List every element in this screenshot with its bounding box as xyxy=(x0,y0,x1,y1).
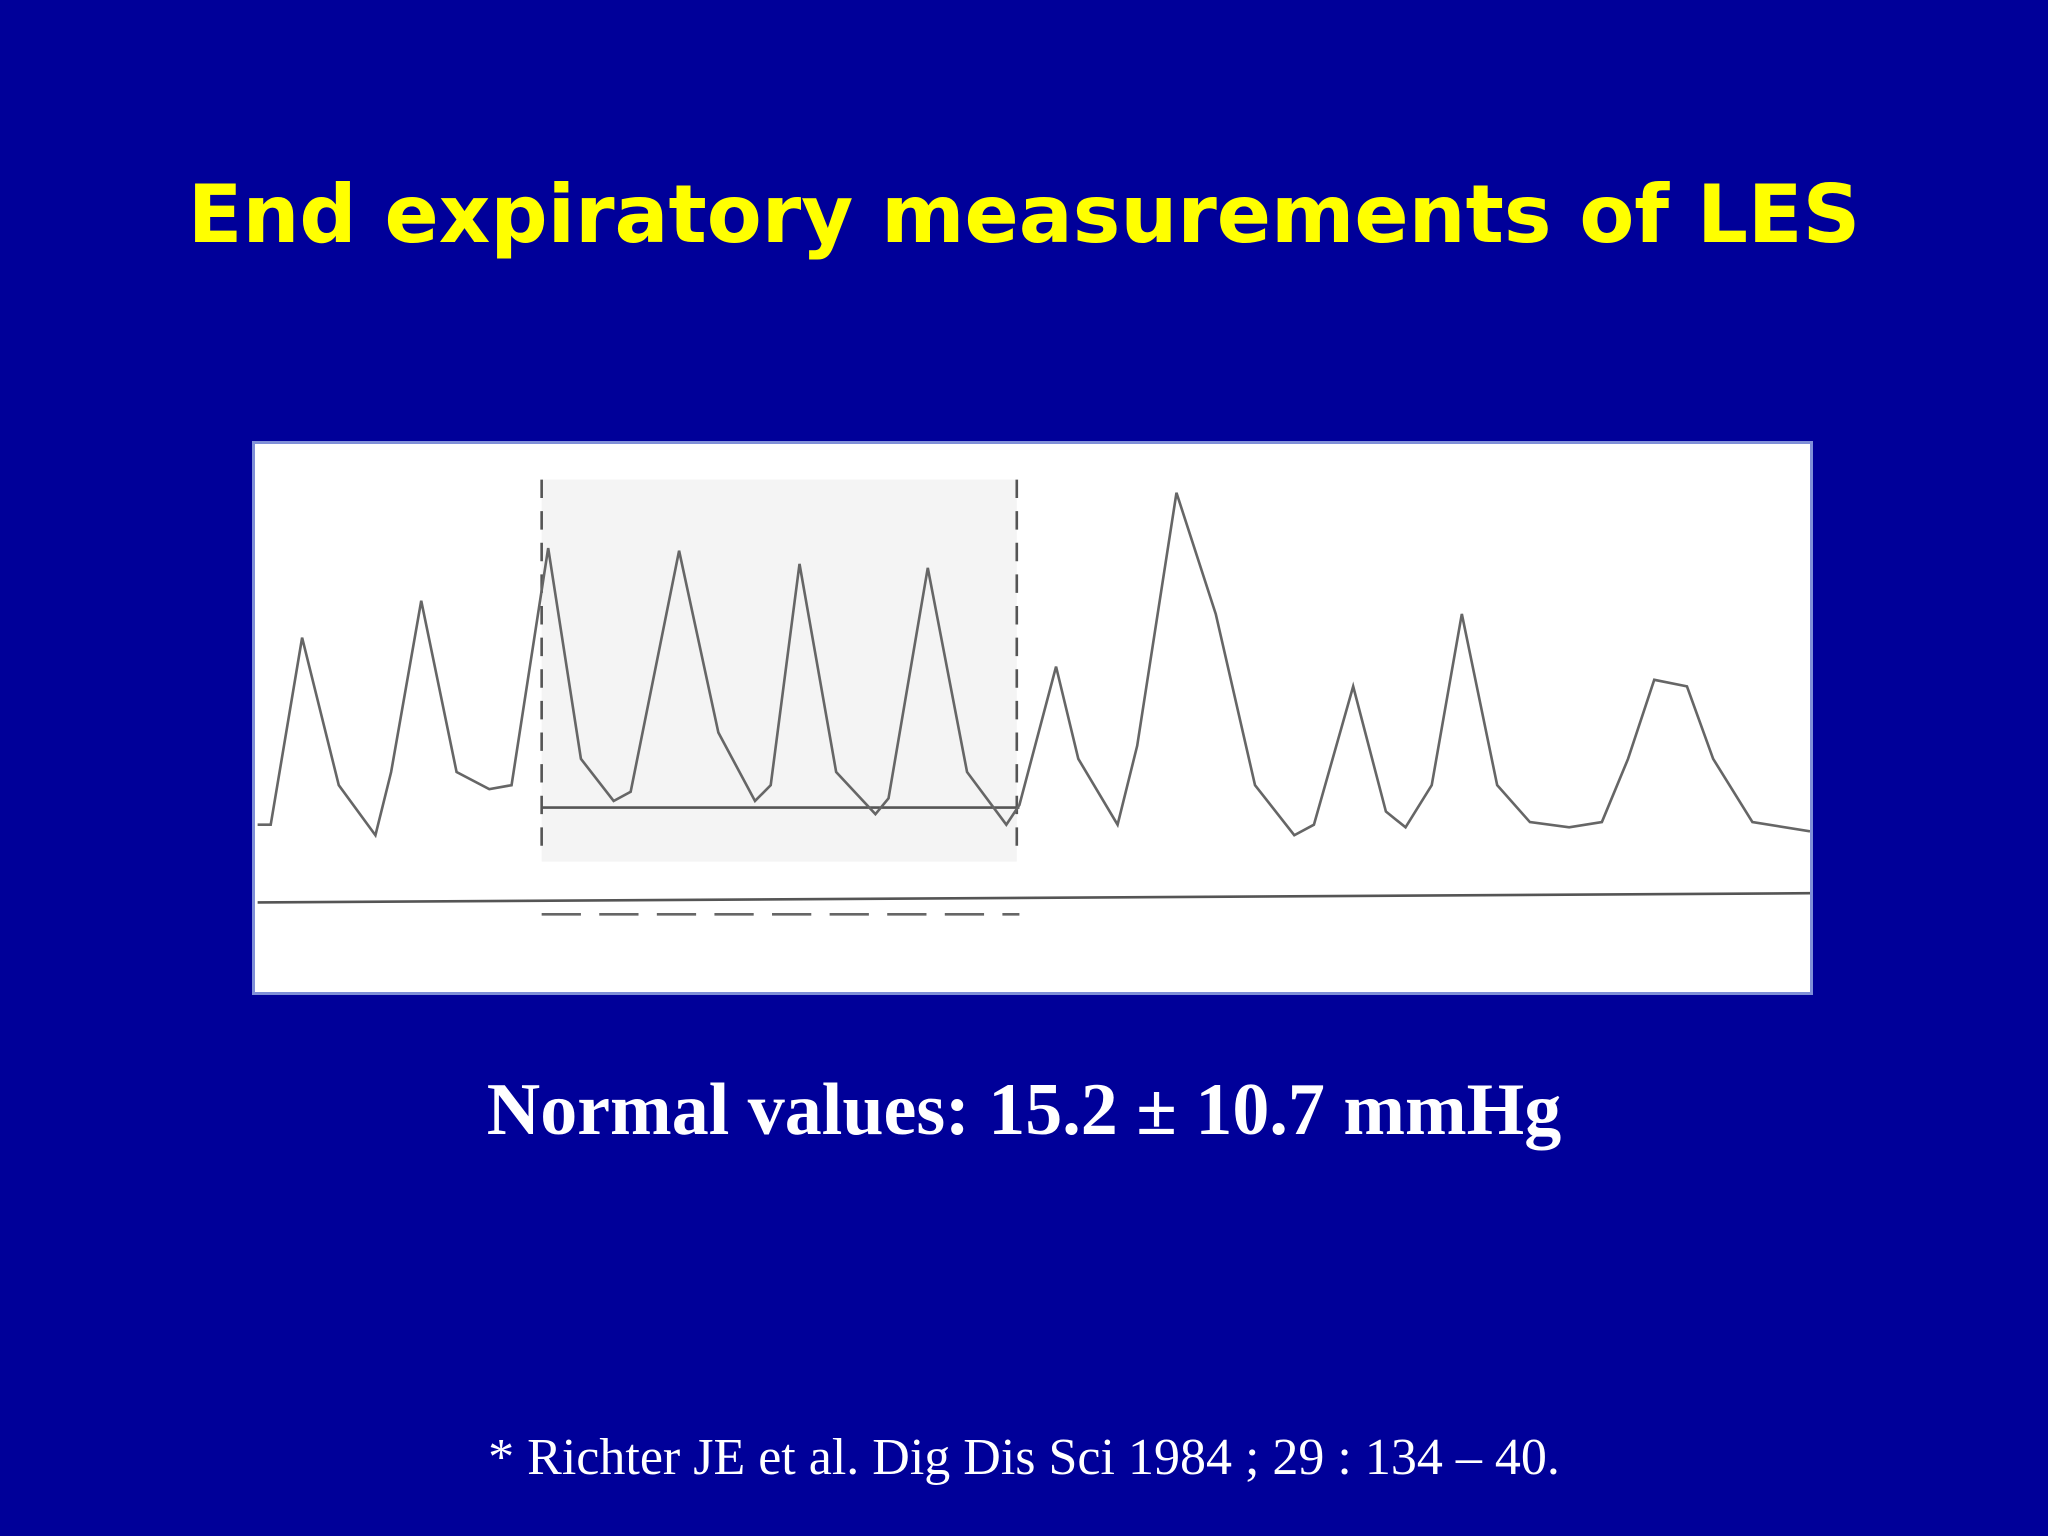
slide-title: End expiratory measurements of LES xyxy=(187,168,1861,261)
tracing-svg xyxy=(257,479,1811,916)
citation: * Richter JE et al. Dig Dis Sci 1984 ; 2… xyxy=(488,1429,1560,1486)
normal-values: Normal values: 15.2 ± 10.7 mmHg xyxy=(486,1069,1562,1151)
baseline xyxy=(257,891,1811,904)
shaded-region xyxy=(541,479,1017,862)
pressure-tracing xyxy=(252,441,1813,995)
pressure-trace xyxy=(257,492,1811,839)
